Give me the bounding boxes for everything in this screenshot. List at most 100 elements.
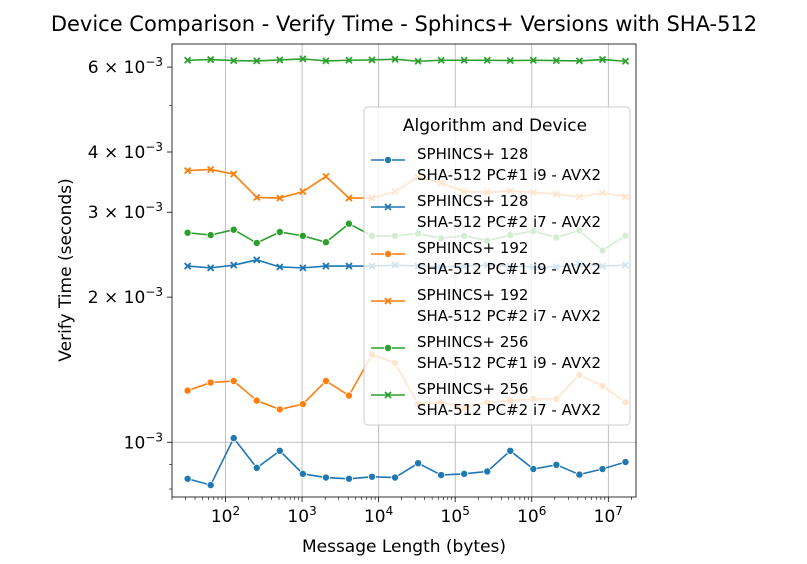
- data-point: [253, 256, 261, 264]
- data-point: [183, 228, 192, 237]
- y-tick-label: 6 × 10−3: [88, 55, 163, 78]
- x-marker-stroke: [230, 170, 238, 178]
- x-tick-label: 106: [517, 504, 546, 527]
- data-point: [229, 376, 238, 385]
- data-point: [230, 261, 238, 269]
- x-marker-stroke: [230, 261, 238, 269]
- data-point: [298, 469, 307, 478]
- y-axis-ticks: 10−32 × 10−33 × 10−34 × 10−36 × 10−3: [88, 55, 172, 490]
- data-point: [322, 172, 330, 181]
- x-marker-stroke: [575, 57, 584, 65]
- y-axis-label: Verify Time (seconds): [56, 178, 76, 361]
- data-point: [322, 262, 330, 270]
- chart-title: Device Comparison - Verify Time - Sphinc…: [51, 12, 757, 36]
- data-point: [321, 473, 330, 482]
- data-point: [321, 376, 330, 385]
- y-tick-label-base: 3 × 10: [88, 203, 146, 223]
- x-marker-stroke: [207, 165, 215, 174]
- x-tick-label-exponent: 7: [615, 504, 623, 518]
- x-tick-label-base: 10: [594, 507, 616, 527]
- series-0: [183, 434, 630, 490]
- x-axis-ticks: 102 103 104 105 106 107: [171, 497, 632, 527]
- data-point: [206, 378, 215, 387]
- y-tick-label-exponent: −3: [145, 140, 163, 154]
- data-point: [183, 386, 192, 395]
- legend-label-line2: SHA-512 PC#2 i7 - AVX2: [417, 213, 601, 231]
- legend-label-line2: SHA-512 PC#1 i9 - AVX2: [417, 260, 601, 278]
- legend-marker: [384, 203, 392, 211]
- data-point: [207, 264, 215, 272]
- data-point: [276, 56, 284, 64]
- x-marker-stroke: [230, 56, 238, 65]
- data-point: [253, 193, 261, 202]
- data-point: [598, 55, 607, 64]
- data-point: [183, 56, 192, 64]
- x-marker-stroke: [621, 57, 630, 65]
- y-tick-label-exponent: −3: [145, 55, 163, 69]
- data-point: [460, 56, 468, 64]
- plot-area-frame: [171, 43, 637, 498]
- legend-marker: [384, 297, 392, 305]
- x-tick-label: 103: [287, 504, 316, 527]
- x-marker-stroke: [299, 264, 307, 272]
- legend-label-line1: SPHINCS+ 192: [417, 239, 528, 257]
- data-point: [276, 263, 284, 271]
- legend-marker: [383, 343, 392, 352]
- data-point: [552, 460, 561, 469]
- legend-entry: SPHINCS+ 256 SHA-512 PC#1 i9 - AVX2: [371, 333, 601, 372]
- legend-label-line1: SPHINCS+ 256: [417, 333, 528, 351]
- x-marker-stroke: [552, 56, 561, 65]
- y-tick-label: 10−3: [124, 430, 163, 453]
- x-marker-stroke: [598, 55, 607, 64]
- y-tick-label-exponent: −3: [145, 430, 163, 444]
- legend-label-line2: SHA-512 PC#2 i7 - AVX2: [417, 307, 601, 325]
- x-marker-stroke: [483, 56, 491, 64]
- legend-marker: [383, 155, 392, 164]
- data-point: [483, 56, 491, 64]
- x-tick-label: 107: [594, 504, 623, 527]
- x-marker-stroke: [345, 262, 353, 270]
- data-point: [414, 459, 423, 468]
- legend-entry: SPHINCS+ 192 SHA-512 PC#1 i9 - AVX2: [371, 239, 601, 278]
- data-point: [344, 391, 353, 400]
- data-point: [621, 57, 630, 65]
- data-point: [345, 194, 353, 202]
- x-tick-label: 105: [441, 504, 470, 527]
- data-point: [367, 472, 376, 481]
- legend-marker: [384, 391, 392, 399]
- legend-label-line2: SHA-512 PC#1 i9 - AVX2: [417, 166, 601, 184]
- data-point: [252, 396, 261, 405]
- data-point: [299, 55, 307, 63]
- data-point: [344, 219, 353, 228]
- data-point: [322, 57, 330, 65]
- data-point: [207, 55, 215, 64]
- x-tick-label-base: 10: [287, 507, 309, 527]
- legend-label-line2: SHA-512 PC#1 i9 - AVX2: [417, 354, 601, 372]
- legend-marker: [383, 249, 392, 258]
- data-point: [252, 239, 261, 248]
- data-point: [575, 57, 584, 65]
- data-point: [414, 57, 422, 65]
- x-marker-stroke: [183, 262, 192, 270]
- legend-title: Algorithm and Device: [403, 116, 587, 136]
- data-point: [321, 238, 330, 247]
- x-tick-label-base: 10: [441, 507, 463, 527]
- y-tick-label-exponent: −3: [145, 285, 163, 299]
- x-tick-label: 104: [364, 504, 393, 527]
- x-marker-stroke: [276, 263, 284, 271]
- x-marker-stroke: [299, 188, 307, 196]
- data-point: [206, 481, 215, 490]
- data-point: [229, 434, 238, 443]
- data-point: [299, 264, 307, 272]
- x-marker-stroke: [183, 166, 192, 175]
- x-marker-stroke: [460, 56, 468, 64]
- x-marker-stroke: [345, 194, 353, 202]
- data-point: [460, 469, 469, 478]
- legend-entry: SPHINCS+ 128 SHA-512 PC#2 i7 - AVX2: [371, 192, 601, 231]
- y-tick-label-base: 2 × 10: [88, 288, 146, 308]
- x-marker-stroke: [345, 56, 353, 64]
- x-tick-label-base: 10: [211, 507, 233, 527]
- data-point: [344, 474, 353, 483]
- x-tick-label: 102: [211, 504, 240, 527]
